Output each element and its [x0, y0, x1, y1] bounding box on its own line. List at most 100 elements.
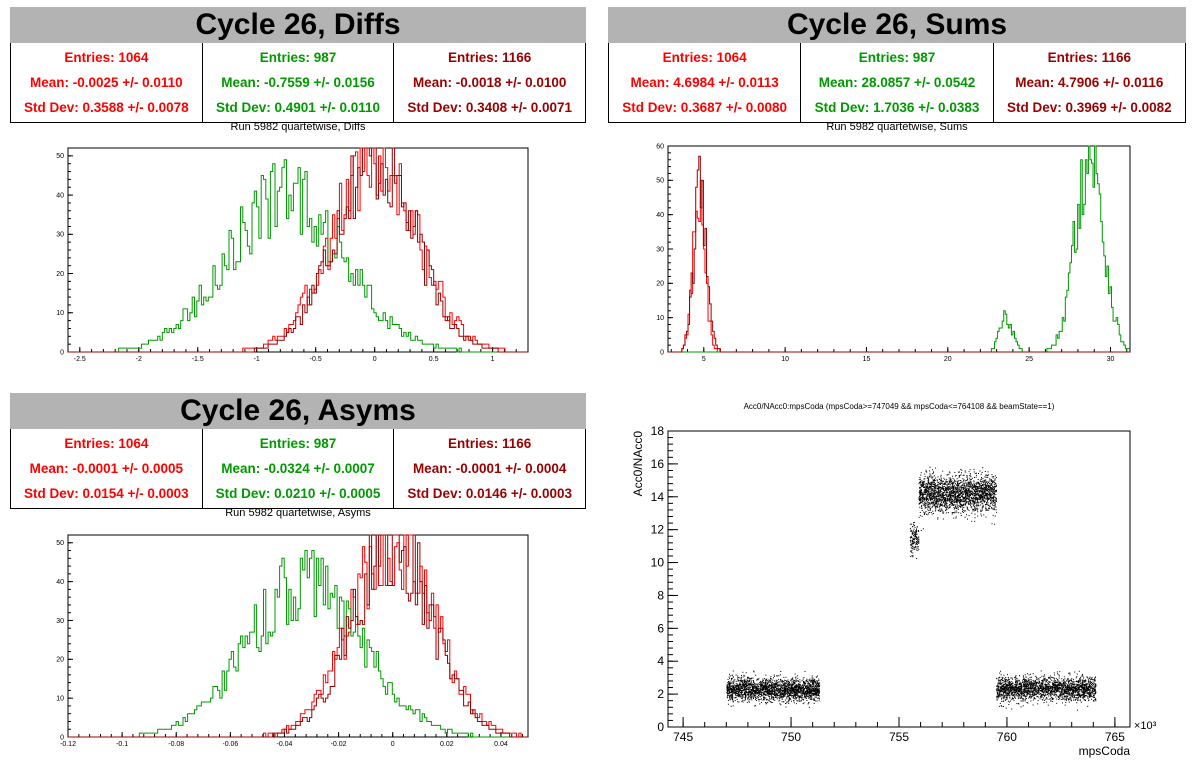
scatter-point	[940, 482, 942, 484]
scatter-point	[784, 686, 786, 688]
scatter-point	[736, 690, 738, 692]
scatter-point	[816, 680, 818, 682]
scatter-point	[948, 481, 950, 483]
scatter-point	[959, 501, 961, 503]
scatter-point	[791, 686, 793, 688]
scatter-point	[947, 494, 949, 496]
scatter-point	[802, 684, 804, 686]
scatter-point	[994, 491, 996, 493]
scatter-point	[910, 556, 912, 558]
scatter-point	[964, 504, 966, 506]
scatter-point	[986, 486, 988, 488]
scatter-point	[928, 491, 930, 493]
scatter-point	[948, 484, 950, 486]
scatter-point	[957, 499, 959, 501]
scatter-point	[766, 682, 768, 684]
scatter-point	[789, 692, 791, 694]
scatter-point	[944, 483, 946, 485]
scatter-point	[932, 476, 934, 478]
scatter-point	[912, 534, 914, 536]
scatter-point	[945, 481, 947, 483]
scatter-point	[780, 687, 782, 689]
scatter-point	[788, 686, 790, 688]
scatter-point	[954, 475, 956, 477]
scatter-point	[799, 695, 801, 697]
scatter-point	[929, 486, 931, 488]
y-tick-label: 20	[56, 271, 64, 278]
scatter-point	[914, 533, 916, 535]
y-tick-label: 6	[657, 621, 664, 635]
scatter-point	[987, 475, 989, 477]
scatter-point	[951, 505, 953, 507]
scatter-point	[962, 488, 964, 490]
scatter-point	[784, 689, 786, 691]
scatter-point	[955, 480, 957, 482]
scatter-point	[994, 486, 996, 488]
scatter-point	[974, 502, 976, 504]
scatter-point	[935, 507, 937, 509]
scatter-point	[802, 692, 804, 694]
x-tick-label: 765	[1105, 730, 1125, 744]
scatter-point	[989, 478, 991, 480]
scatter-point	[774, 685, 776, 687]
sums-stats-box: Entries: 1064 Mean: 4.6984 +/- 0.0113 St…	[608, 43, 1186, 123]
asyms-stats-box: Entries: 1064 Mean: -0.0001 +/- 0.0005 S…	[10, 429, 586, 509]
scatter-point	[981, 498, 983, 500]
scatter-point	[770, 700, 772, 702]
scatter-point	[967, 488, 969, 490]
scatter-point	[979, 484, 981, 486]
scatter-point	[732, 687, 734, 689]
scatter-point	[934, 484, 936, 486]
scatter-point	[927, 510, 929, 512]
y-tick-label: 0	[660, 349, 664, 356]
scatter-point	[930, 475, 932, 477]
scatter-point	[794, 694, 796, 696]
scatter-point	[784, 691, 786, 693]
scatter-point	[993, 499, 995, 501]
scatter-point	[937, 488, 939, 490]
scatter-point	[784, 685, 786, 687]
scatter-point	[950, 486, 952, 488]
scatter-point	[989, 479, 991, 481]
scatter-point	[739, 682, 741, 684]
scatter-point	[744, 698, 746, 700]
scatter-point	[737, 677, 739, 679]
scatter-point	[800, 685, 802, 687]
scatter-point	[932, 493, 934, 495]
scatter-point	[796, 687, 798, 689]
scatter-point	[920, 487, 922, 489]
scatter-point	[965, 489, 967, 491]
scatter-point	[924, 491, 926, 493]
scatter-point	[774, 685, 776, 687]
scatter-point	[952, 482, 954, 484]
scatter-point	[797, 692, 799, 694]
scatter-point	[771, 678, 773, 680]
scatter-point	[768, 688, 770, 690]
scatter-point	[751, 695, 753, 697]
scatter-point	[976, 509, 978, 511]
scatter-point	[947, 499, 949, 501]
scatter-point	[959, 490, 961, 492]
scatter-point	[954, 507, 956, 509]
scatter-point	[813, 680, 815, 682]
scatter-point	[920, 488, 922, 490]
scatter-point	[746, 679, 748, 681]
scatter-point	[971, 498, 973, 500]
scatter-point	[787, 682, 789, 684]
scatter-point	[989, 487, 991, 489]
scatter-point	[931, 477, 933, 479]
scatter-point	[779, 690, 781, 692]
scatter-point	[938, 503, 940, 505]
scatter-point	[783, 695, 785, 697]
scatter-point	[805, 696, 807, 698]
scatter-point	[968, 485, 970, 487]
scatter-point	[927, 490, 929, 492]
histogram-series-line	[68, 147, 528, 353]
scatter-point	[970, 486, 972, 488]
scatter-point	[758, 678, 760, 680]
scatter-point	[738, 701, 740, 703]
scatter-point	[933, 501, 935, 503]
scatter-point	[992, 486, 994, 488]
mpscoda-scatter-plot: 745 750 755 760 765024681012141618Acc0/NAcc0…	[631, 402, 1157, 758]
scatter-point	[952, 512, 954, 514]
